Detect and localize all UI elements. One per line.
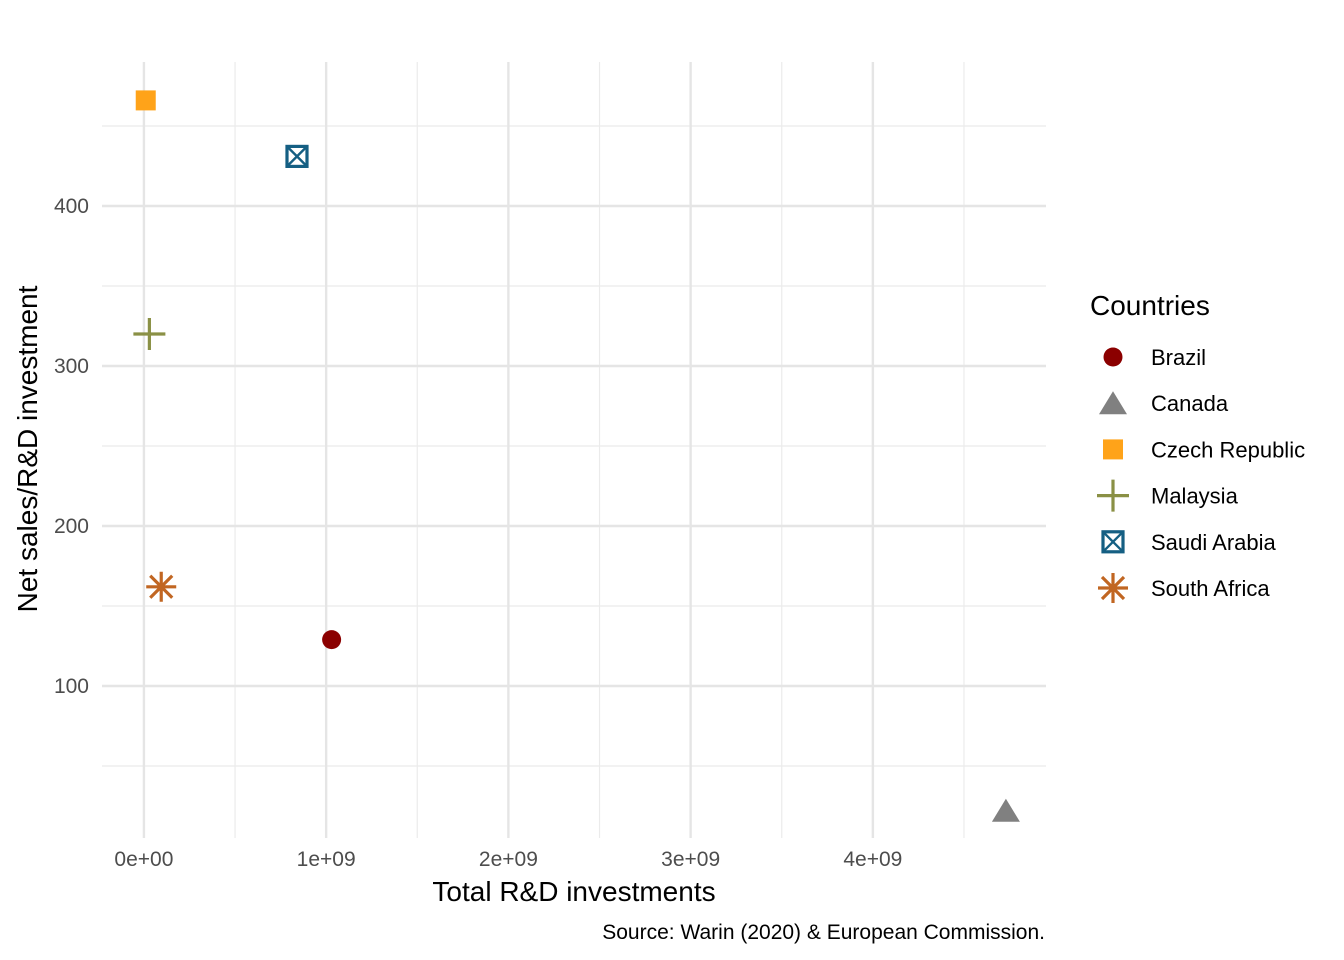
source-caption: Source: Warin (2020) & European Commissi… <box>602 921 1045 944</box>
x-tick-label: 3e+09 <box>661 848 720 871</box>
legend: Countries Brazil Canada Czech Republic Mala… <box>1090 290 1305 603</box>
legend-key-canada <box>1099 391 1127 415</box>
legend-label-malaysia: Malaysia <box>1151 484 1239 509</box>
point-brazil <box>322 630 342 650</box>
point-saudi-arabia <box>285 144 309 168</box>
legend-key-czech-republic <box>1103 439 1123 460</box>
x-tick-label: 4e+09 <box>843 848 902 871</box>
y-axis-title: Net sales/R&D investment <box>12 285 43 612</box>
legend-label-south-africa: South Africa <box>1151 576 1270 601</box>
x-tick-label: 0e+00 <box>114 848 173 871</box>
legend-label-saudi-arabia: Saudi Arabia <box>1151 530 1277 555</box>
point-czech-republic <box>135 90 156 111</box>
point-canada <box>991 798 1020 822</box>
data-points <box>133 90 1020 822</box>
x-axis-title: Total R&D investments <box>432 876 715 907</box>
x-tick-label: 1e+09 <box>297 848 356 871</box>
legend-key-malaysia <box>1097 479 1129 512</box>
point-south-africa <box>146 571 177 602</box>
grid <box>102 62 1046 838</box>
x-tick-label: 2e+09 <box>479 848 538 871</box>
legend-label-brazil: Brazil <box>1151 345 1206 370</box>
y-tick-label: 400 <box>54 195 89 218</box>
y-tick-label: 300 <box>54 355 89 378</box>
legend-title: Countries <box>1090 290 1210 321</box>
x-axis-ticks: 0e+00 1e+09 2e+09 3e+09 4e+09 <box>114 848 902 871</box>
y-tick-label: 100 <box>54 675 89 698</box>
y-axis-ticks: 100 200 300 400 <box>54 195 89 698</box>
y-tick-label: 200 <box>54 515 89 538</box>
legend-key-south-africa <box>1098 573 1128 603</box>
legend-label-canada: Canada <box>1151 391 1229 416</box>
legend-key-brazil <box>1103 347 1123 367</box>
point-malaysia <box>133 318 166 350</box>
legend-label-czech-republic: Czech Republic <box>1151 437 1305 462</box>
legend-key-saudi-arabia <box>1101 530 1125 554</box>
